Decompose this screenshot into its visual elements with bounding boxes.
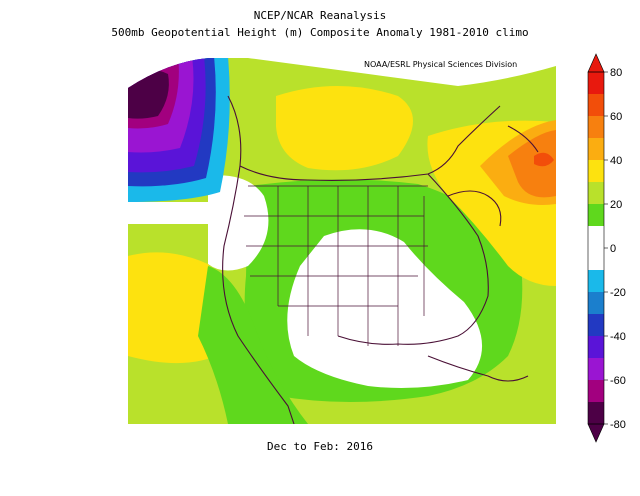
anomaly-region-neutral-strip xyxy=(128,202,208,224)
chart-title: NCEP/NCAR Reanalysis xyxy=(253,9,387,22)
colorbar-bin xyxy=(588,182,604,204)
colorbar-ticks: 80 60 40 20 0 -20 -40 -60 -80 xyxy=(604,67,626,431)
credit-label: NOAA/ESRL Physical Sciences Division xyxy=(364,60,518,69)
colorbar-tick-label: -20 xyxy=(610,287,626,299)
colorbar: 80 60 40 20 0 -20 -40 -60 -80 xyxy=(587,53,626,443)
colorbar-bin xyxy=(588,380,604,402)
colorbar-bin xyxy=(588,204,604,226)
colorbar-bin xyxy=(588,226,604,248)
colorbar-bin xyxy=(588,94,604,116)
colorbar-tick-label: 40 xyxy=(610,155,622,167)
colorbar-tick-label: -80 xyxy=(610,419,626,431)
coastlines xyxy=(222,95,539,424)
colorbar-bin xyxy=(588,116,604,138)
anomaly-region-north-ridge xyxy=(276,86,413,171)
anomaly-region-southwest-green xyxy=(198,266,308,424)
colorbar-bin xyxy=(588,336,604,358)
anomaly-region-trough-core xyxy=(128,69,169,119)
anomaly-region-neutral-west xyxy=(208,175,269,271)
colorbar-bin xyxy=(588,270,604,292)
colorbar-bin xyxy=(588,358,604,380)
colorbar-tick-label: 0 xyxy=(610,243,616,255)
colorbar-bin xyxy=(588,402,604,424)
colorbar-tick-label: 20 xyxy=(610,199,622,211)
anomaly-region-neutral-south xyxy=(287,229,483,388)
colorbar-bin xyxy=(588,248,604,270)
colorbar-top-arrow xyxy=(587,53,605,73)
colorbar-bin xyxy=(588,292,604,314)
chart-subtitle: 500mb Geopotential Height (m) Composite … xyxy=(111,26,529,39)
anomaly-region-atlantic-max xyxy=(508,130,556,198)
colorbar-bins xyxy=(588,72,604,424)
state-borders xyxy=(244,185,428,346)
colorbar-tick-label: -60 xyxy=(610,375,626,387)
time-period-label: Dec to Feb: 2016 xyxy=(267,440,373,453)
colorbar-tick-label: -40 xyxy=(610,331,626,343)
colorbar-tick-label: 80 xyxy=(610,67,622,79)
colorbar-bin xyxy=(588,72,604,94)
colorbar-tick-label: 60 xyxy=(610,111,622,123)
anomaly-region-atlantic-core xyxy=(534,152,554,167)
colorbar-bin xyxy=(588,138,604,160)
anomaly-map xyxy=(128,58,556,424)
colorbar-bin xyxy=(588,314,604,336)
colorbar-bin xyxy=(588,160,604,182)
